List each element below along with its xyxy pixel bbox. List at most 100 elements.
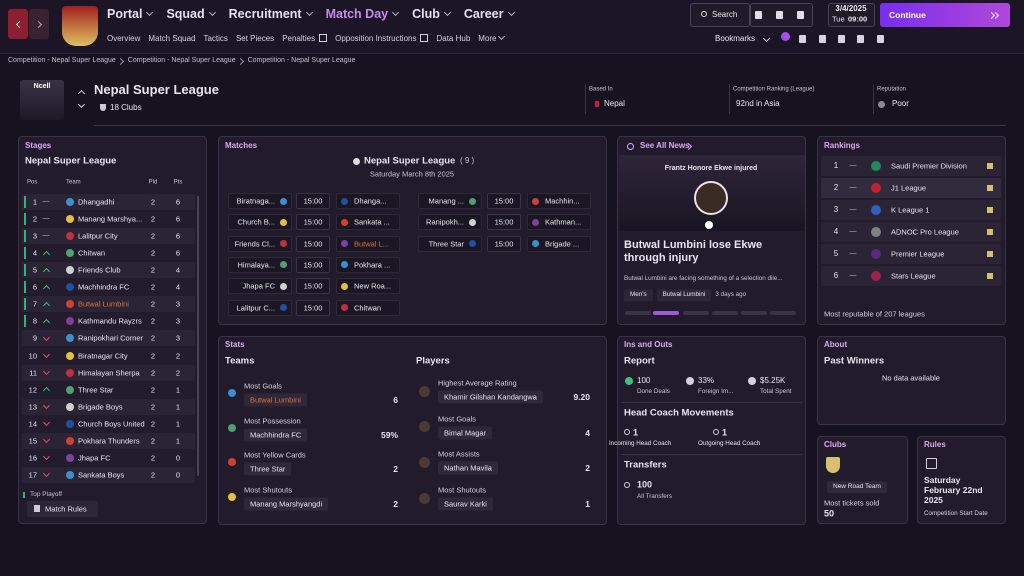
news-link[interactable]: See All News — [640, 141, 690, 151]
stat-player[interactable]: Saurav Karki — [438, 497, 493, 511]
away-team-cell[interactable] — [336, 235, 400, 252]
toolbar-icon[interactable] — [797, 11, 804, 19]
sub-nav-label[interactable]: More — [478, 33, 497, 43]
ranking-row[interactable] — [821, 244, 1001, 264]
table-row[interactable] — [22, 449, 195, 466]
ranking-row[interactable] — [821, 156, 1001, 176]
league-name[interactable]: Saudi Premier Division — [891, 161, 967, 171]
bookmark-icon[interactable] — [877, 35, 884, 43]
breadcrumb-item[interactable]: Competition - Nepal Super League — [127, 56, 236, 64]
stat-team[interactable]: Three Star — [244, 462, 292, 476]
breadcrumb-item[interactable]: Competition - Nepal Super League — [247, 56, 356, 64]
sub-nav-item[interactable]: Tactics — [203, 34, 227, 43]
bookmark-icon[interactable] — [819, 35, 826, 43]
team-name[interactable]: Friends Club — [78, 265, 121, 275]
kickoff-box[interactable] — [296, 193, 330, 209]
team-name[interactable]: Himalayan Sherpa — [78, 368, 140, 378]
home-team-cell[interactable] — [418, 235, 482, 252]
sub-nav-item[interactable]: More — [478, 32, 507, 43]
kickoff-box[interactable] — [296, 256, 330, 273]
toolbar-icon[interactable] — [776, 11, 783, 19]
home-team-cell[interactable] — [228, 193, 292, 209]
away-team[interactable]: Butwal L... — [354, 239, 390, 249]
away-team-cell[interactable] — [527, 193, 591, 209]
nav-label[interactable]: Match Day — [325, 7, 389, 21]
pagination-bar[interactable] — [653, 311, 679, 315]
sub-nav-label[interactable]: Set Pieces — [235, 33, 275, 43]
home-team[interactable]: Jhapa FC — [242, 281, 275, 291]
nav-item[interactable]: Career — [464, 7, 518, 21]
team-name[interactable]: Dhangadhi — [78, 197, 115, 207]
pagination-bar[interactable] — [625, 311, 651, 315]
search-box[interactable] — [690, 3, 750, 27]
team-name[interactable]: Three Star — [78, 385, 114, 395]
table-row[interactable] — [22, 279, 195, 296]
team-name[interactable]: Lalitpur City — [78, 231, 118, 241]
away-team-cell[interactable] — [336, 278, 400, 295]
team-name[interactable]: Biratnagar City — [78, 351, 128, 361]
stat-team[interactable]: Machhindra FC — [244, 428, 308, 442]
home-team-cell[interactable] — [228, 278, 292, 295]
away-team[interactable]: Pokhara ... — [354, 260, 391, 270]
nav-label[interactable]: Club — [412, 7, 440, 21]
league-name[interactable]: Stars League — [891, 271, 936, 281]
stat-player[interactable]: Bimal Magar — [438, 426, 493, 440]
pagination-bar[interactable] — [770, 311, 796, 315]
continue-label[interactable]: Continue — [889, 9, 926, 20]
away-team-cell[interactable] — [527, 214, 591, 231]
table-row[interactable] — [22, 364, 195, 381]
table-row[interactable] — [22, 347, 195, 364]
news-tag[interactable]: Butwal Lumbini — [656, 289, 712, 301]
continue-button[interactable] — [880, 3, 1010, 27]
team-name[interactable]: Brigade Boys — [78, 402, 123, 412]
sub-nav-label[interactable]: Overview — [107, 33, 141, 43]
team-name[interactable]: Machhindra FC — [78, 282, 130, 292]
club-button[interactable]: New Road Team — [827, 481, 887, 493]
table-row[interactable] — [22, 398, 195, 415]
table-row[interactable] — [22, 245, 195, 262]
bookmarks-label[interactable]: Bookmarks — [715, 34, 756, 44]
sub-nav-item[interactable]: Opposition Instructions — [335, 33, 429, 43]
home-team[interactable]: Friends Cl... — [234, 239, 275, 249]
home-team-cell[interactable] — [418, 193, 482, 209]
nav-item[interactable]: Club — [412, 7, 454, 21]
back-button[interactable] — [8, 9, 28, 39]
team-name[interactable]: Ranipokhari Corner — [78, 333, 144, 343]
ranking-row[interactable] — [821, 178, 1001, 198]
table-row[interactable] — [22, 211, 195, 228]
table-row[interactable] — [22, 381, 195, 398]
table-row[interactable] — [22, 194, 195, 210]
team-name[interactable]: Butwal Lumbini — [78, 299, 129, 309]
pagination-bar[interactable] — [683, 311, 709, 315]
team-name[interactable]: Sankata Boys — [78, 470, 125, 480]
team-name[interactable]: Pokhara Thunders — [78, 436, 140, 446]
away-team[interactable]: Sankata ... — [354, 217, 390, 227]
sub-nav-label[interactable]: Match Squad — [148, 33, 196, 43]
ranking-row[interactable] — [821, 222, 1001, 242]
pagination-bar[interactable] — [741, 311, 767, 315]
sub-nav-item[interactable]: Match Squad — [148, 34, 195, 43]
forward-button[interactable] — [29, 9, 49, 39]
sub-nav-item[interactable]: Overview — [107, 34, 140, 43]
nav-item[interactable]: Squad — [166, 7, 218, 21]
table-row[interactable] — [22, 228, 195, 245]
sub-nav-label[interactable]: Opposition Instructions — [335, 33, 417, 43]
away-team-cell[interactable] — [336, 214, 400, 231]
bookmark-icon[interactable] — [838, 35, 845, 43]
ranking-row[interactable] — [821, 266, 1001, 286]
team-name[interactable]: Kathmandu Rayzrs — [78, 316, 142, 326]
match-rules-label[interactable]: Match Rules — [45, 504, 87, 514]
toolbar-icon[interactable] — [755, 11, 762, 19]
table-row[interactable] — [22, 296, 195, 313]
kickoff-time[interactable]: 15:00 — [303, 239, 323, 249]
kickoff-box[interactable] — [296, 299, 330, 316]
kickoff-time[interactable]: 15:00 — [494, 196, 514, 206]
stat-player[interactable]: Nathan Mavila — [438, 461, 498, 475]
home-team[interactable]: Himalaya... — [237, 260, 275, 270]
league-name[interactable]: K League 1 — [891, 205, 930, 215]
kickoff-time[interactable]: 15:00 — [494, 217, 514, 227]
kickoff-box[interactable] — [296, 235, 330, 252]
stat-team[interactable]: Butwal Lumbini — [244, 393, 307, 407]
table-row[interactable] — [22, 313, 195, 330]
ranking-row[interactable] — [821, 200, 1001, 220]
